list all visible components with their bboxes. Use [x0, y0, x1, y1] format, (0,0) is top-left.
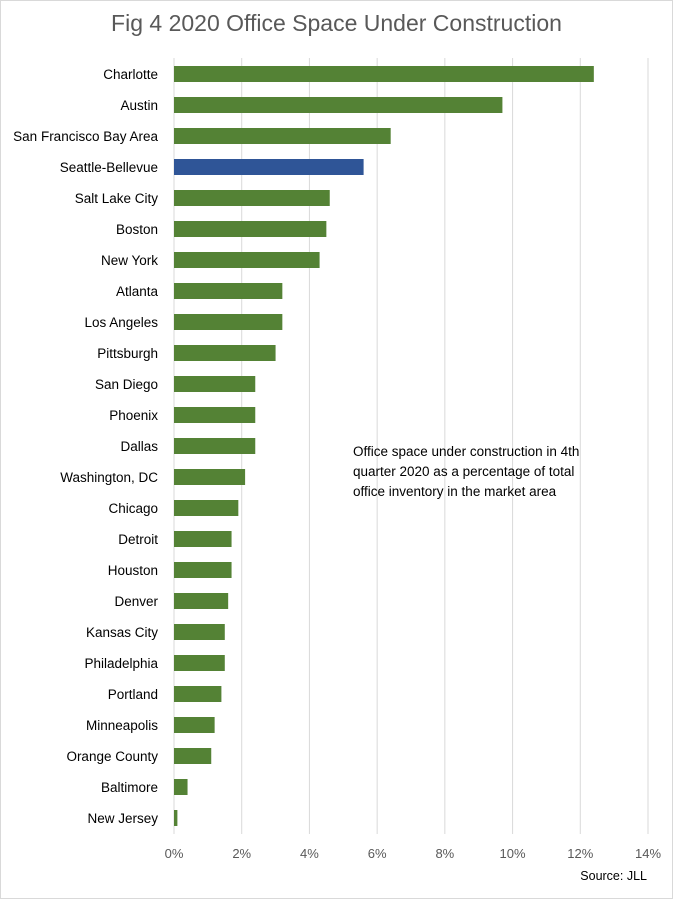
- bar: [174, 407, 256, 423]
- bar: [174, 345, 276, 361]
- category-label: Atlanta: [116, 284, 159, 299]
- bar: [174, 531, 232, 547]
- x-tick-label: 8%: [435, 846, 454, 861]
- bar: [174, 159, 364, 175]
- category-label: New Jersey: [87, 811, 158, 826]
- category-label: Charlotte: [103, 67, 158, 82]
- category-label: Kansas City: [86, 625, 158, 640]
- x-tick-label: 10%: [500, 846, 526, 861]
- category-label: Phoenix: [109, 408, 158, 423]
- bar: [174, 438, 256, 454]
- chart-annotation: Office space under construction in 4th q…: [353, 444, 580, 499]
- category-label: Salt Lake City: [75, 191, 159, 206]
- bar: [174, 624, 225, 640]
- category-label: Detroit: [118, 532, 158, 547]
- category-label: Orange County: [66, 749, 158, 764]
- bar: [174, 748, 212, 764]
- category-label: Portland: [108, 687, 158, 702]
- x-tick-label: 4%: [300, 846, 319, 861]
- category-label: Philadelphia: [84, 656, 158, 671]
- bar: [174, 190, 330, 206]
- category-label: Seattle-Bellevue: [60, 160, 158, 175]
- bar: [174, 717, 215, 733]
- bar: [174, 252, 320, 268]
- category-label: San Francisco Bay Area: [13, 129, 158, 144]
- bar: [174, 686, 222, 702]
- category-label: Dallas: [120, 439, 158, 454]
- category-label: Pittsburgh: [97, 346, 158, 361]
- bar: [174, 469, 246, 485]
- bar: [174, 500, 239, 516]
- x-tick-label: 6%: [368, 846, 387, 861]
- category-label: Chicago: [108, 501, 158, 516]
- category-label: Baltimore: [101, 780, 158, 795]
- category-label: Minneapolis: [86, 718, 158, 733]
- category-label: San Diego: [95, 377, 158, 392]
- bar: [174, 128, 391, 144]
- x-tick-label: 14%: [635, 846, 661, 861]
- bar: [174, 593, 229, 609]
- x-tick-label: 12%: [567, 846, 593, 861]
- x-tick-label: 0%: [165, 846, 184, 861]
- category-label: Boston: [116, 222, 158, 237]
- category-label: Austin: [120, 98, 158, 113]
- bar: [174, 779, 188, 795]
- bar: [174, 810, 178, 826]
- bar: [174, 314, 283, 330]
- bar: [174, 66, 594, 82]
- source-note: Source: JLL: [580, 869, 647, 883]
- x-tick-label: 2%: [232, 846, 251, 861]
- category-label: Los Angeles: [84, 315, 158, 330]
- bar: [174, 221, 327, 237]
- category-label: Houston: [108, 563, 158, 578]
- chart-title: Fig 4 2020 Office Space Under Constructi…: [111, 10, 562, 36]
- bar: [174, 562, 232, 578]
- bar: [174, 97, 503, 113]
- bar: [174, 376, 256, 392]
- category-label: Denver: [114, 594, 158, 609]
- category-label: Washington, DC: [60, 470, 158, 485]
- category-label: New York: [101, 253, 158, 268]
- bar: [174, 655, 225, 671]
- bar: [174, 283, 283, 299]
